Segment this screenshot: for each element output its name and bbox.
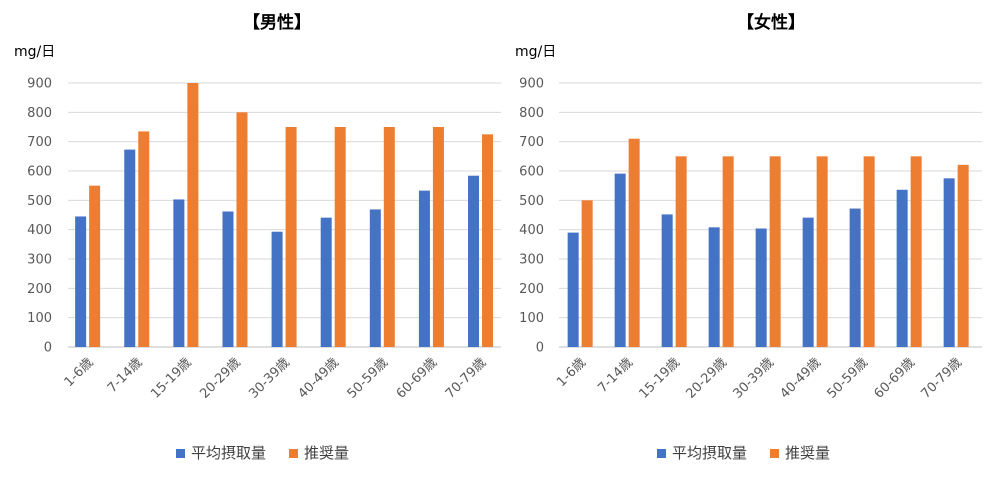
female-bar-recommended — [863, 156, 875, 347]
male-chart-title: 【男性】 — [243, 12, 311, 33]
male-bar-average — [124, 149, 136, 347]
male-bar-recommended — [187, 83, 199, 347]
female-chart: 【女性】 mg/日 0 100 200 300 400 500 600 700 800 900 1-6歳… — [501, 0, 1002, 486]
female-y-tick-label: 600 — [519, 165, 544, 180]
male-y-tick-label: 300 — [27, 253, 52, 268]
female-x-tick-label: 7-14歳 — [595, 355, 636, 396]
female-bar-recommended — [675, 156, 687, 347]
female-y-tick-label: 800 — [519, 106, 544, 121]
female-chart-svg: 【女性】 mg/日 0 100 200 300 400 500 600 700 800 900 1-6歳… — [515, 12, 982, 462]
male-bar-recommended — [138, 131, 150, 347]
male-chart-svg: 【男性】 mg/日 0 100 200 300 400 500 600 700 800 900 1-6歳… — [14, 12, 501, 462]
female-bar-recommended — [581, 200, 593, 347]
female-legend-swatch-average — [657, 449, 666, 458]
male-y-tick-label: 0 — [44, 341, 52, 356]
female-x-tick-label: 40-49歳 — [777, 355, 824, 402]
female-legend-label-average: 平均摂取量 — [672, 444, 747, 462]
female-chart-group: 【女性】 mg/日 0 100 200 300 400 500 600 700 800 900 1-6歳… — [515, 12, 982, 462]
male-x-tick-label: 1-6歳 — [62, 355, 97, 390]
female-x-tick-label: 50-59歳 — [824, 355, 871, 402]
male-bar-average — [222, 211, 234, 347]
male-legend-swatch-average — [176, 449, 185, 458]
female-bar-recommended — [957, 164, 969, 347]
male-chart: 【男性】 mg/日 0 100 200 300 400 500 600 700 800 900 1-6歳… — [14, 12, 501, 462]
male-legend-swatch-recommended — [289, 449, 298, 458]
male-bar-recommended — [285, 127, 297, 347]
female-bar-recommended — [628, 138, 640, 347]
male-y-tick-label: 800 — [27, 106, 52, 121]
female-legend-label-recommended: 推奨量 — [785, 444, 830, 462]
male-y-tick-label: 100 — [27, 311, 52, 326]
male-bar-recommended — [432, 127, 444, 347]
female-bar-average — [614, 173, 626, 347]
male-x-tick-label: 15-19歳 — [148, 355, 195, 402]
female-bar-average — [755, 228, 767, 347]
male-bar-average — [468, 175, 480, 347]
female-y-tick-label: 100 — [519, 311, 544, 326]
female-bar-average — [896, 189, 908, 347]
male-bar-recommended — [482, 134, 494, 347]
male-y-tick-label: 600 — [27, 165, 52, 180]
male-bar-recommended — [89, 185, 101, 347]
female-y-tick-label: 700 — [519, 135, 544, 150]
female-bar-average — [849, 208, 861, 347]
female-bar-average — [708, 227, 720, 347]
male-x-tick-label: 20-29歳 — [197, 355, 244, 402]
male-x-tick-label: 50-59歳 — [345, 355, 392, 402]
male-x-tick-label: 7-14歳 — [105, 355, 146, 396]
female-x-tick-label: 70-79歳 — [918, 355, 965, 402]
male-bar-recommended — [236, 112, 248, 347]
female-y-tick-label: 200 — [519, 282, 544, 297]
male-y-tick-label: 200 — [27, 282, 52, 297]
male-bar-recommended — [334, 127, 346, 347]
female-chart-title: 【女性】 — [737, 12, 805, 33]
female-x-tick-label: 30-39歳 — [730, 355, 777, 402]
male-bar-average — [418, 190, 430, 347]
male-y-axis-unit: mg/日 — [14, 44, 55, 60]
male-y-tick-label: 500 — [27, 194, 52, 209]
male-legend-label-average: 平均摂取量 — [191, 444, 266, 462]
male-x-tick-label: 30-39歳 — [246, 355, 293, 402]
female-bar-average — [802, 217, 814, 347]
male-y-tick-label: 400 — [27, 223, 52, 238]
female-y-tick-label: 400 — [519, 223, 544, 238]
female-x-tick-label: 1-6歳 — [554, 355, 589, 390]
male-y-tick-label: 900 — [27, 77, 52, 92]
female-bar-average — [943, 178, 955, 347]
male-bar-average — [320, 217, 332, 347]
female-bar-average — [567, 232, 579, 347]
female-legend-swatch-recommended — [770, 449, 779, 458]
female-bar-recommended — [722, 156, 734, 347]
male-bar-average — [271, 231, 283, 347]
male-x-tick-label: 40-49歳 — [296, 355, 343, 402]
male-bar-recommended — [383, 127, 395, 347]
female-y-axis-unit: mg/日 — [515, 44, 556, 60]
female-x-tick-label: 60-69歳 — [871, 355, 918, 402]
female-bar-recommended — [910, 156, 922, 347]
male-bar-average — [173, 199, 185, 347]
female-y-tick-label: 500 — [519, 194, 544, 209]
male-bar-average — [369, 209, 381, 347]
male-bar-average — [75, 216, 87, 347]
female-y-tick-label: 0 — [536, 341, 544, 356]
female-bar-average — [661, 214, 673, 347]
female-y-tick-label: 900 — [519, 77, 544, 92]
female-bar-recommended — [769, 156, 781, 347]
male-y-tick-label: 700 — [27, 135, 52, 150]
female-x-tick-label: 20-29歳 — [683, 355, 730, 402]
female-bar-recommended — [816, 156, 828, 347]
male-x-tick-label: 60-69歳 — [394, 355, 441, 402]
female-x-tick-label: 15-19歳 — [636, 355, 683, 402]
female-y-tick-label: 300 — [519, 253, 544, 268]
male-legend-label-recommended: 推奨量 — [304, 444, 349, 462]
male-x-tick-label: 70-79歳 — [443, 355, 490, 402]
